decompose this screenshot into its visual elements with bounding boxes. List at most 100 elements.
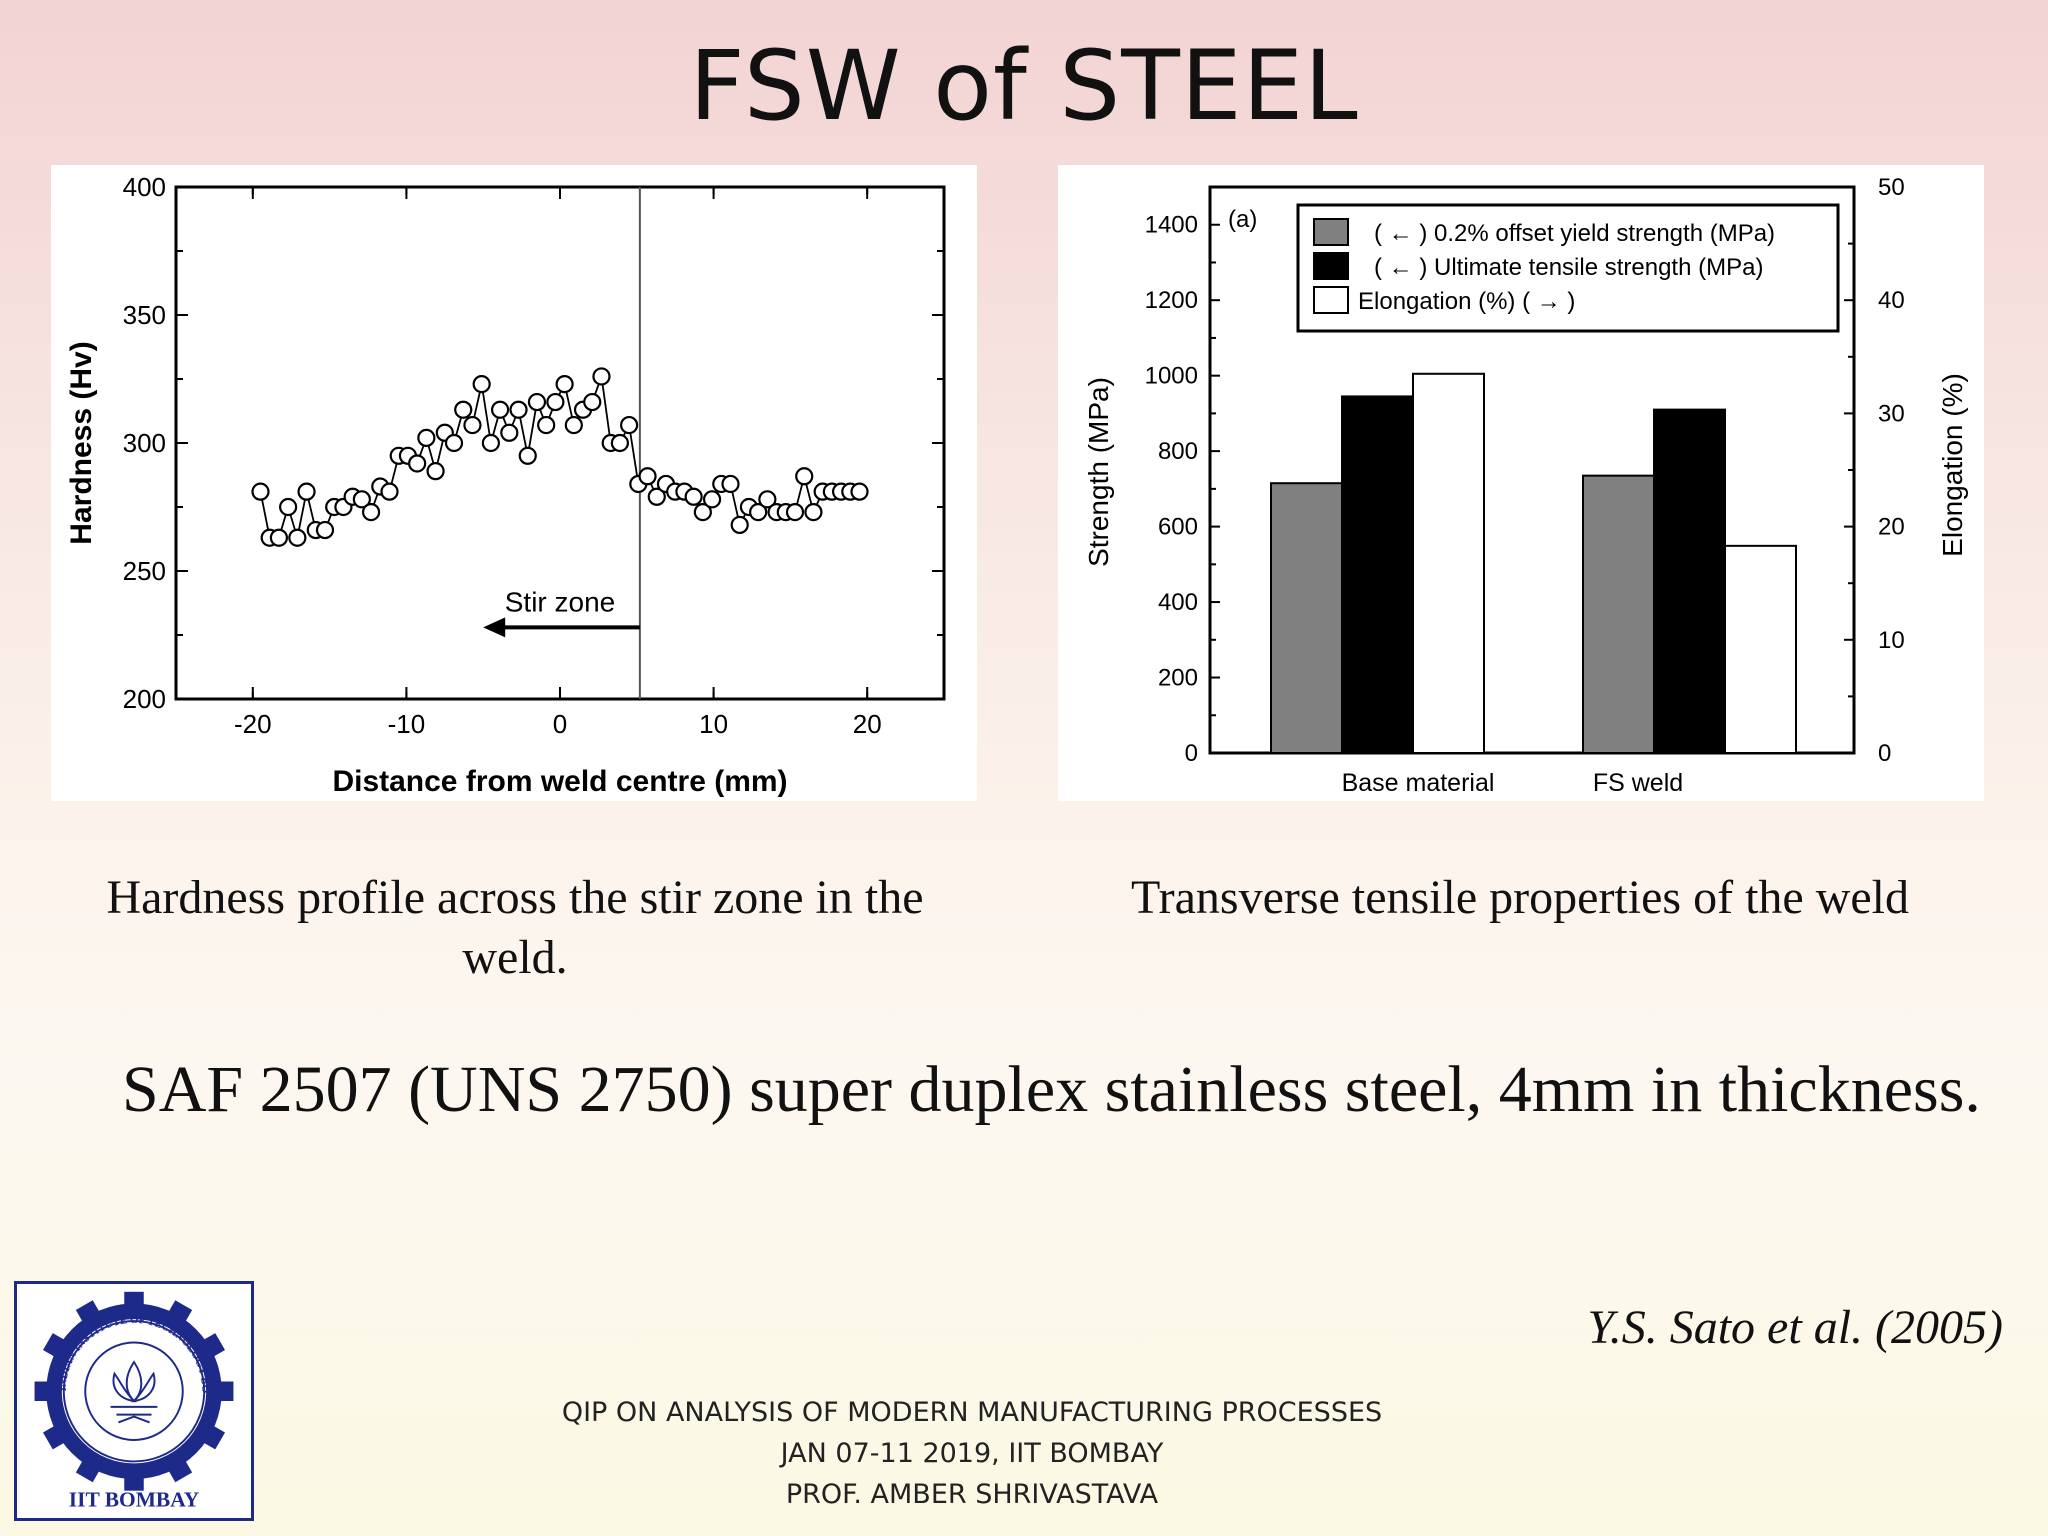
data-point (546, 392, 565, 412)
data-point (527, 392, 547, 412)
data-point (610, 433, 630, 453)
legend-label: Elongation (%) ( → ) (1358, 288, 1575, 315)
data-point (352, 490, 371, 509)
x-tick-label: 20 (853, 709, 882, 739)
data-point (850, 482, 869, 501)
y-tick-label: 600 (1158, 514, 1198, 541)
data-point (518, 446, 537, 465)
footer-line-2: JAN 07-11 2019, IIT BOMBAY (780, 1438, 1164, 1469)
y-tick-label: 1000 (1145, 363, 1198, 390)
data-point (647, 487, 666, 506)
tensile-chart: (a) 0 200 400 600 800 1000 1200 1400 0 10 20 30 40 50… (1083, 174, 1968, 797)
data-point (472, 375, 491, 394)
x-axis-label: Distance from weld centre (mm) (332, 765, 787, 798)
data-point (500, 423, 519, 442)
legend-swatch (1313, 252, 1349, 280)
y-tick-label: 0 (1185, 740, 1198, 767)
caption-hardness: Hardness profile across the stir zone in… (106, 871, 924, 984)
data-point (454, 400, 473, 419)
x-tick-label: 10 (699, 709, 728, 739)
data-point (481, 433, 500, 453)
stir-zone-label: Stir zone (505, 586, 616, 617)
bar-yield (1270, 482, 1343, 754)
data-point (380, 482, 399, 501)
data-point (758, 490, 777, 509)
data-point (795, 467, 814, 486)
footer: QIP ON ANALYSIS OF MODERN MANUFACTURING … (460, 1392, 1484, 1515)
legend-box (1296, 203, 1840, 333)
data-point (509, 400, 528, 419)
data-point (693, 503, 712, 522)
slide-title: FSW of STEEL (689, 30, 1359, 142)
data-point (749, 503, 768, 522)
legend-swatch (1313, 218, 1349, 246)
data-point (730, 515, 749, 535)
legend-label: ( ← ) Ultimate tensile strength (MPa) (1374, 254, 1763, 281)
data-point (408, 454, 427, 473)
y-tick-label: 1400 (1145, 212, 1198, 239)
data-point (555, 375, 574, 394)
data-point (490, 400, 510, 419)
footer-line-1: QIP ON ANALYSIS OF MODERN MANUFACTURING … (561, 1397, 1383, 1428)
data-point (620, 415, 639, 435)
x-tick-label: 0 (553, 709, 567, 739)
y-axis-label: Strength (MPa) (1083, 377, 1114, 567)
bar-uts (1341, 395, 1414, 754)
panel-label: (a) (1228, 206, 1257, 233)
caption-tensile: Transverse tensile properties of the wel… (1130, 871, 1910, 924)
hardness-chart: -20 -10 0 10 20 200 250 300 350 400 Stir zone Dis… (65, 172, 946, 798)
data-point (279, 497, 298, 517)
y-tick-label: 200 (123, 684, 166, 714)
lotus-icon (110, 1360, 158, 1424)
data-point (361, 503, 381, 522)
y2-tick-label: 20 (1878, 514, 1905, 541)
data-point (426, 462, 445, 481)
data-point (592, 367, 611, 386)
data-point (463, 415, 482, 435)
y-axis-label: Hardness (Hv) (65, 341, 98, 544)
citation: Y.S. Sato et al. (2005) (1587, 1301, 2003, 1354)
y-tick-label: 300 (123, 428, 166, 458)
logo-label: IIT BOMBAY (69, 1487, 200, 1511)
hardness-chart-panel: -20 -10 0 10 20 200 250 300 350 400 Stir zone Dis… (51, 165, 977, 801)
y-tick-label: 400 (1158, 589, 1198, 616)
footer-line-3: PROF. AMBER SHRIVASTAVA (785, 1479, 1159, 1510)
y-tick-label: 200 (1158, 665, 1198, 692)
data-point (417, 428, 436, 447)
data-point (684, 487, 703, 506)
material-description: SAF 2507 (UNS 2750) super duplex stainle… (122, 1053, 1981, 1126)
x-tick-label: -10 (388, 709, 426, 739)
data-point (702, 490, 722, 509)
y-tick-label: 400 (123, 172, 166, 202)
legend: ( ← ) 0.2% offset yield strength (MPa) ( … (1296, 203, 1840, 333)
category-label: Base material (1342, 769, 1495, 797)
data-point (785, 503, 805, 522)
tensile-chart-panel: (a) 0 200 400 600 800 1000 1200 1400 0 10 20 30 40 50… (1058, 165, 1984, 801)
data-point (297, 482, 316, 501)
data-point (583, 392, 602, 412)
data-point (804, 503, 823, 522)
y2-tick-label: 10 (1878, 627, 1905, 654)
y-tick-label: 800 (1158, 438, 1198, 465)
category-label: FS weld (1593, 769, 1683, 797)
data-point (288, 528, 307, 547)
data-point (564, 415, 583, 435)
data-point (315, 520, 335, 540)
x-tick-label: -20 (234, 709, 272, 739)
y2-tick-label: 40 (1878, 287, 1905, 314)
y2-tick-label: 0 (1878, 740, 1891, 767)
data-point (444, 433, 464, 453)
data-point (537, 415, 556, 435)
y2-tick-label: 50 (1878, 174, 1905, 201)
bar-yield (1582, 474, 1655, 754)
bar-elongation (1724, 544, 1797, 754)
iit-bombay-logo: INDIAN INSTITUTE OF TECHNOLOGY BOMBAY II… (14, 1281, 254, 1521)
y-tick-label: 250 (123, 556, 166, 586)
y-tick-label: 1200 (1145, 287, 1198, 314)
data-point (269, 528, 289, 547)
plot-frame (174, 185, 946, 701)
data-point (721, 474, 740, 494)
y2-tick-label: 30 (1878, 400, 1905, 427)
stir-zone-arrow-head (483, 617, 506, 638)
y-tick-label: 350 (123, 300, 166, 330)
